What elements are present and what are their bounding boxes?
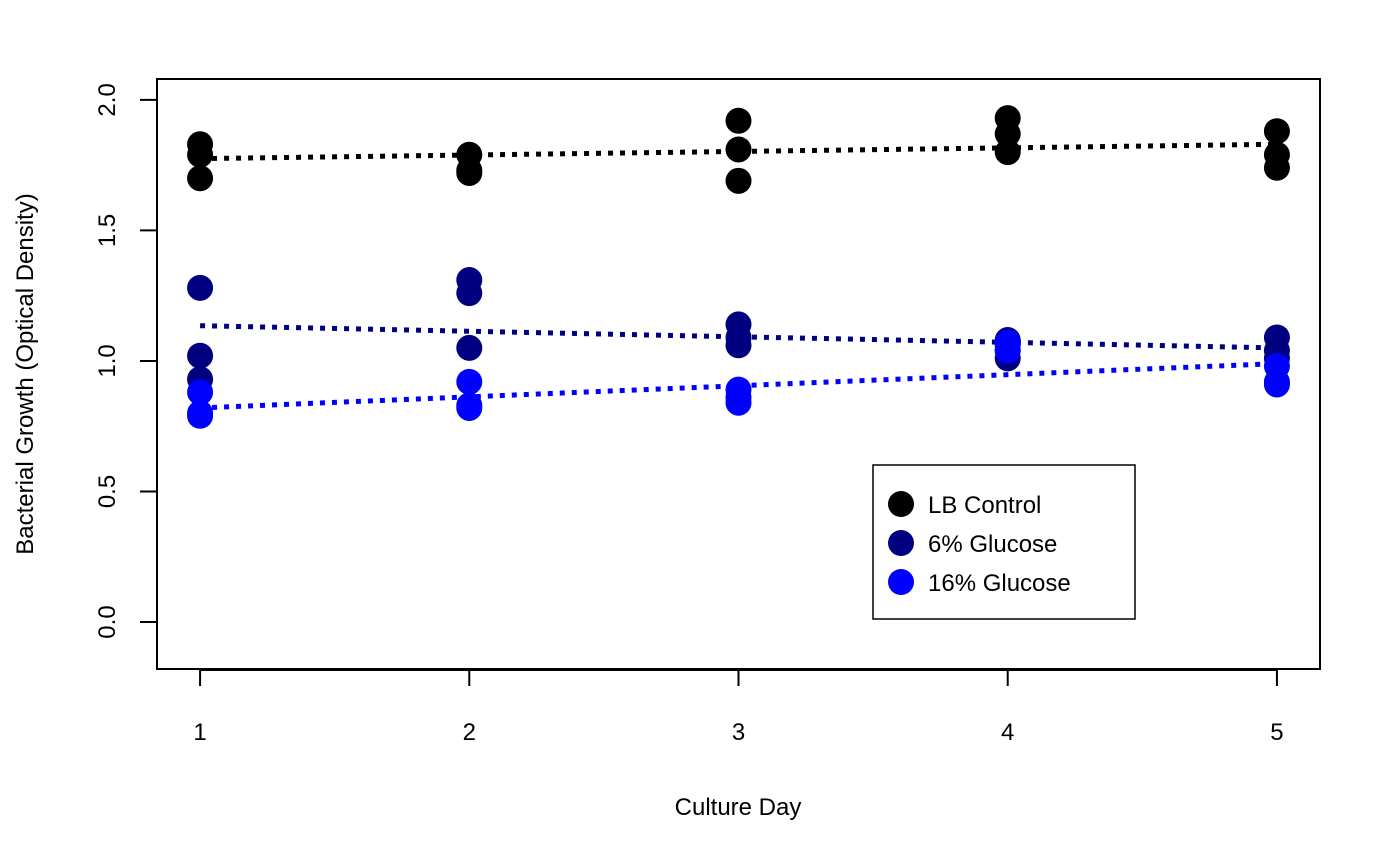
data-point [187,379,214,406]
legend-marker [888,491,914,517]
data-point [187,342,214,369]
data-point [456,394,483,421]
data-point [725,136,752,163]
legend-label: LB Control [928,492,1041,519]
data-point [1263,118,1290,145]
x-axis: 1 2 3 4 5 [193,669,1284,746]
data-point [456,159,483,186]
data-points [187,105,1290,429]
data-point [456,280,483,307]
y-tick-label: 0.5 [94,475,121,508]
legend: LB Control 6% Glucose 16% Glucose [872,464,1136,620]
data-point [456,368,483,395]
data-point [187,274,214,301]
legend-box [872,464,1136,620]
x-tick-label: 3 [732,719,745,746]
data-point [187,141,214,168]
legend-marker [888,530,914,556]
data-point [725,107,752,134]
x-axis-title: Culture Day [675,794,802,821]
data-point [725,332,752,359]
legend-marker [888,569,914,595]
data-point [725,167,752,194]
x-tick-label: 5 [1270,719,1283,746]
y-axis: 0.0 0.5 1.0 1.5 2.0 [94,83,158,639]
data-point [994,120,1021,147]
data-point [725,389,752,416]
data-point [1263,371,1290,398]
y-tick-label: 0.0 [94,605,121,638]
y-tick-label: 2.0 [94,83,121,116]
x-tick-label: 4 [1001,719,1014,746]
data-point [187,402,214,429]
y-axis-title: Bacterial Growth (Optical Density) [12,193,39,554]
data-point [187,165,214,192]
legend-label: 16% Glucose [928,570,1071,597]
data-point [1263,154,1290,181]
x-tick-label: 1 [193,719,206,746]
data-point [994,139,1021,166]
data-point [994,337,1021,364]
y-tick-label: 1.0 [94,344,121,377]
x-tick-label: 2 [463,719,476,746]
plot-frame [156,78,1321,670]
data-point [456,334,483,361]
legend-label: 6% Glucose [928,531,1057,558]
y-tick-label: 1.5 [94,214,121,247]
